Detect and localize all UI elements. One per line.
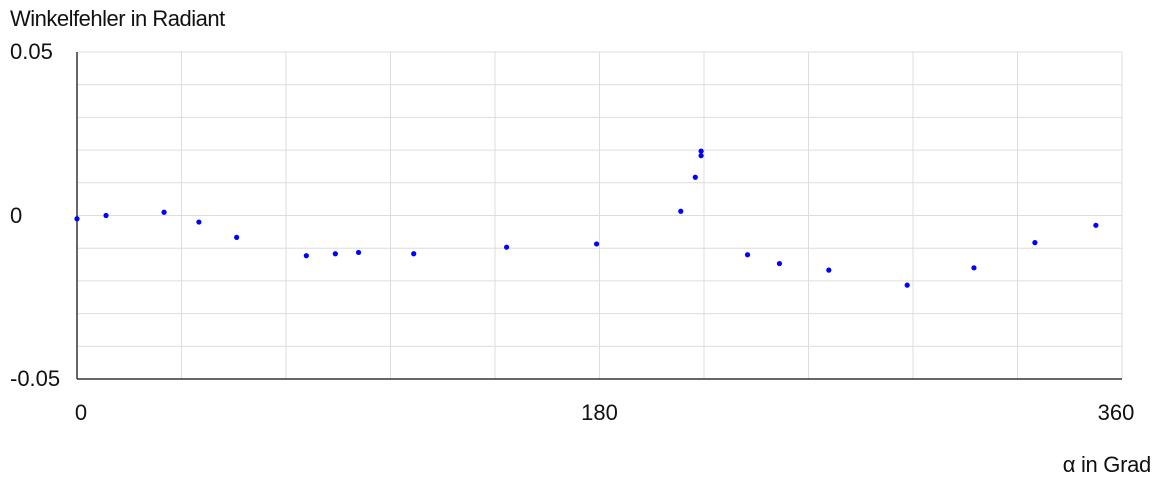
y-tick-label: -0.05	[10, 366, 61, 391]
data-point	[678, 208, 684, 214]
data-point	[698, 148, 704, 154]
data-points	[74, 148, 1099, 288]
y-tick-label: 0	[10, 202, 23, 228]
x-tick-label: 180	[581, 400, 618, 425]
data-point	[692, 174, 698, 180]
data-point	[904, 282, 910, 288]
data-point	[234, 234, 240, 241]
y-axis-title: Winkelfehler in Radiant	[10, 6, 225, 31]
data-point	[1093, 222, 1099, 228]
data-point	[303, 253, 309, 259]
data-point	[196, 219, 202, 225]
data-point	[161, 209, 167, 215]
axes	[76, 52, 1122, 380]
x-axis-title: α in Grad	[1062, 452, 1152, 477]
y-tick-label: 0.05	[10, 39, 53, 64]
x-tick-label: 0	[74, 400, 88, 425]
data-point	[411, 251, 417, 257]
data-point	[504, 244, 510, 250]
data-point	[593, 241, 600, 247]
data-point	[355, 249, 362, 256]
data-point	[103, 212, 109, 219]
data-point	[776, 260, 783, 267]
data-point	[744, 252, 751, 258]
grid-lines	[77, 51, 1123, 379]
x-tick-label: 360	[1097, 400, 1135, 425]
data-point	[698, 153, 704, 159]
data-point	[971, 265, 977, 271]
data-point	[332, 251, 338, 257]
data-point	[74, 216, 80, 222]
data-point	[1032, 240, 1038, 246]
data-point	[826, 267, 832, 273]
